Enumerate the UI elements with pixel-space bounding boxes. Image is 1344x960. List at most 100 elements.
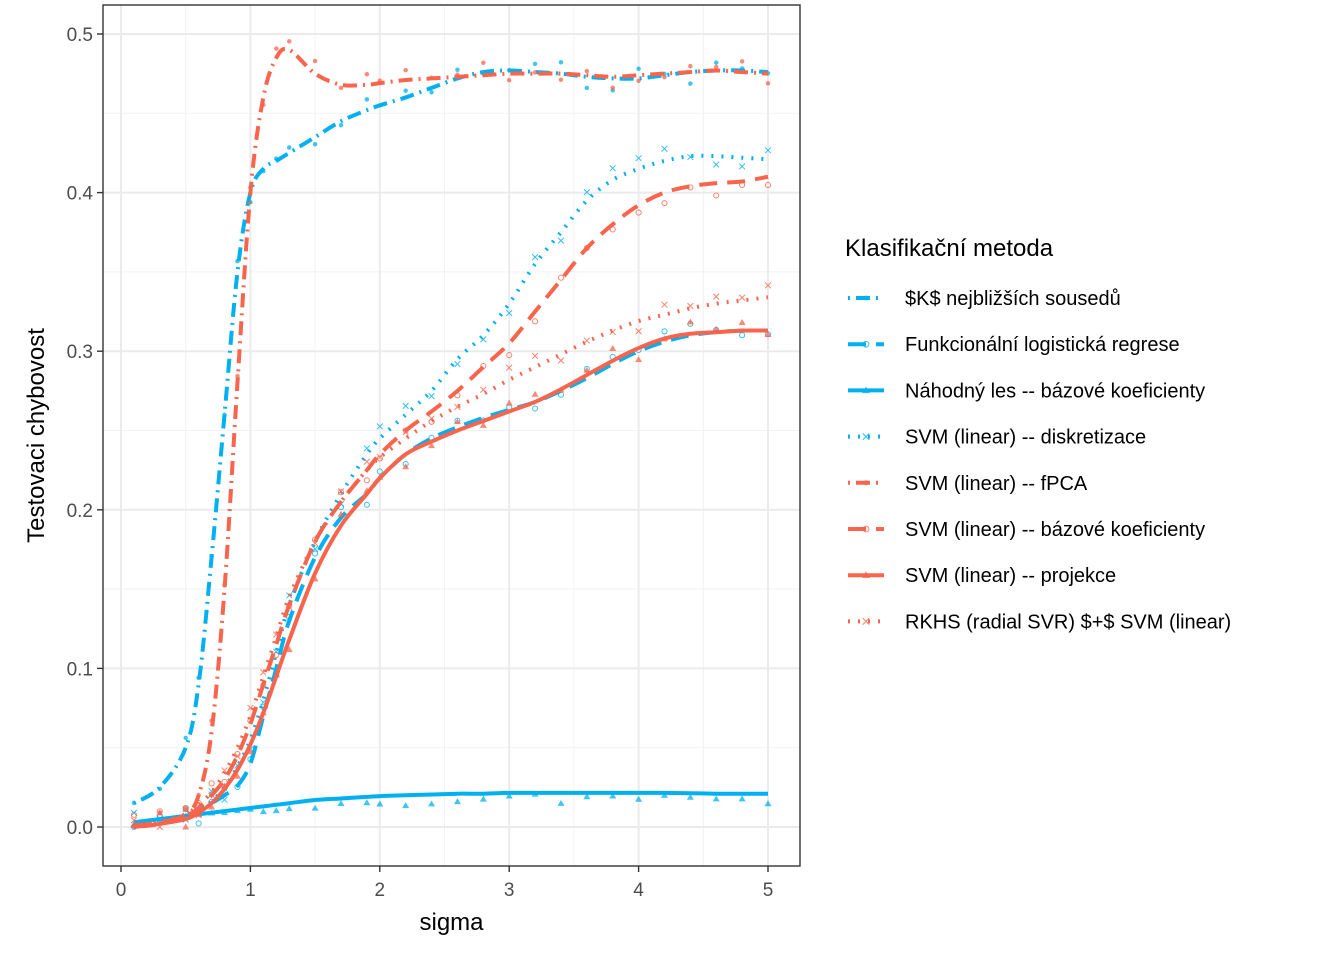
x-axis-title: sigma <box>419 909 484 936</box>
data-point <box>609 792 617 799</box>
data-point <box>428 392 435 400</box>
data-point <box>713 293 720 300</box>
data-point <box>764 147 772 154</box>
data-point <box>376 800 384 807</box>
data-point <box>337 800 345 807</box>
data-point <box>610 85 615 90</box>
legend-item: SVM (linear) -- fPCA <box>848 473 1088 495</box>
data-point <box>506 352 513 359</box>
data-point <box>635 209 642 216</box>
data-point <box>583 337 591 344</box>
series-6 <box>130 318 772 830</box>
data-point <box>688 81 693 86</box>
data-point <box>505 364 513 371</box>
data-point <box>338 85 344 91</box>
data-point <box>557 799 565 806</box>
data-point <box>274 46 279 51</box>
data-point <box>338 122 344 128</box>
data-point <box>182 823 190 830</box>
data-point <box>312 550 319 557</box>
data-point <box>376 423 384 430</box>
data-point <box>402 802 410 809</box>
data-point <box>662 74 667 80</box>
data-point <box>506 77 512 83</box>
panel-border <box>102 4 801 867</box>
data-point <box>712 795 720 802</box>
data-point <box>208 791 215 798</box>
data-point <box>182 804 189 811</box>
data-point <box>609 164 616 172</box>
legend-item: SVM (linear) -- projekce <box>848 565 1116 587</box>
legend-label: SVM (linear) -- projekce <box>905 565 1116 587</box>
data-point <box>312 141 318 147</box>
series-layer <box>130 39 772 831</box>
data-point <box>156 823 164 831</box>
data-point <box>402 463 410 470</box>
data-point <box>531 352 539 360</box>
data-point <box>661 200 668 207</box>
data-point <box>688 63 693 69</box>
series-line <box>133 328 769 829</box>
data-point <box>208 780 215 787</box>
legend-item: RKHS (radial SVR) $+$ SVM (linear) <box>848 611 1231 633</box>
data-point <box>635 154 642 162</box>
x-tick-label: 0 <box>116 880 127 901</box>
data-point <box>531 390 539 397</box>
data-point <box>221 767 228 774</box>
data-point <box>479 795 487 802</box>
data-point <box>453 798 461 805</box>
x-axis: 0 1 2 3 4 5 <box>116 866 773 901</box>
data-point <box>713 161 720 168</box>
data-point <box>286 39 292 44</box>
data-point <box>364 72 370 77</box>
legend-item: SVM (linear) -- bázové koeficienty <box>848 519 1205 541</box>
data-point <box>402 402 409 410</box>
data-point <box>583 366 591 373</box>
series-line <box>133 174 769 828</box>
y-axis-title: Testovaci chybovost <box>23 328 50 543</box>
data-point <box>479 421 487 428</box>
data-point <box>661 145 668 152</box>
data-point <box>235 373 240 379</box>
data-point <box>738 294 746 301</box>
data-point <box>584 85 590 91</box>
data-point <box>195 811 202 819</box>
data-point <box>636 66 641 72</box>
data-point <box>285 805 293 812</box>
data-point <box>862 433 870 441</box>
data-point <box>183 735 188 741</box>
data-point <box>713 192 720 199</box>
legend: Klasifikační metoda $K$ nejbližších sous… <box>845 235 1231 633</box>
data-point <box>557 274 565 281</box>
data-point <box>661 301 668 308</box>
data-point <box>584 68 590 74</box>
data-point <box>311 804 319 811</box>
data-point <box>233 772 241 779</box>
data-point <box>636 78 641 83</box>
data-point <box>363 477 370 484</box>
legend-label: Funkcionální logistická regrese <box>905 334 1180 356</box>
data-point <box>364 97 370 102</box>
x-tick-label: 2 <box>375 880 386 901</box>
legend-title: Klasifikační metoda <box>845 235 1054 262</box>
legend-label: $K$ nejbližších sousedů <box>905 288 1121 310</box>
data-point <box>505 309 513 317</box>
data-point <box>195 820 202 827</box>
series-4 <box>131 39 771 830</box>
data-point <box>863 480 869 486</box>
data-point <box>272 807 280 814</box>
series-7 <box>130 282 772 831</box>
data-point <box>337 488 345 495</box>
data-point <box>739 332 746 339</box>
legend-label: SVM (linear) -- diskretizace <box>905 427 1146 449</box>
data-point <box>862 617 870 625</box>
data-point <box>714 64 719 70</box>
data-point <box>455 67 460 72</box>
y-tick-label: 0.2 <box>67 501 93 522</box>
data-point <box>505 792 513 799</box>
data-point <box>532 318 539 325</box>
data-point <box>337 489 345 496</box>
data-point <box>686 318 694 325</box>
legend-items: $K$ nejbližších sousedů Funkcionální logi… <box>848 288 1231 633</box>
